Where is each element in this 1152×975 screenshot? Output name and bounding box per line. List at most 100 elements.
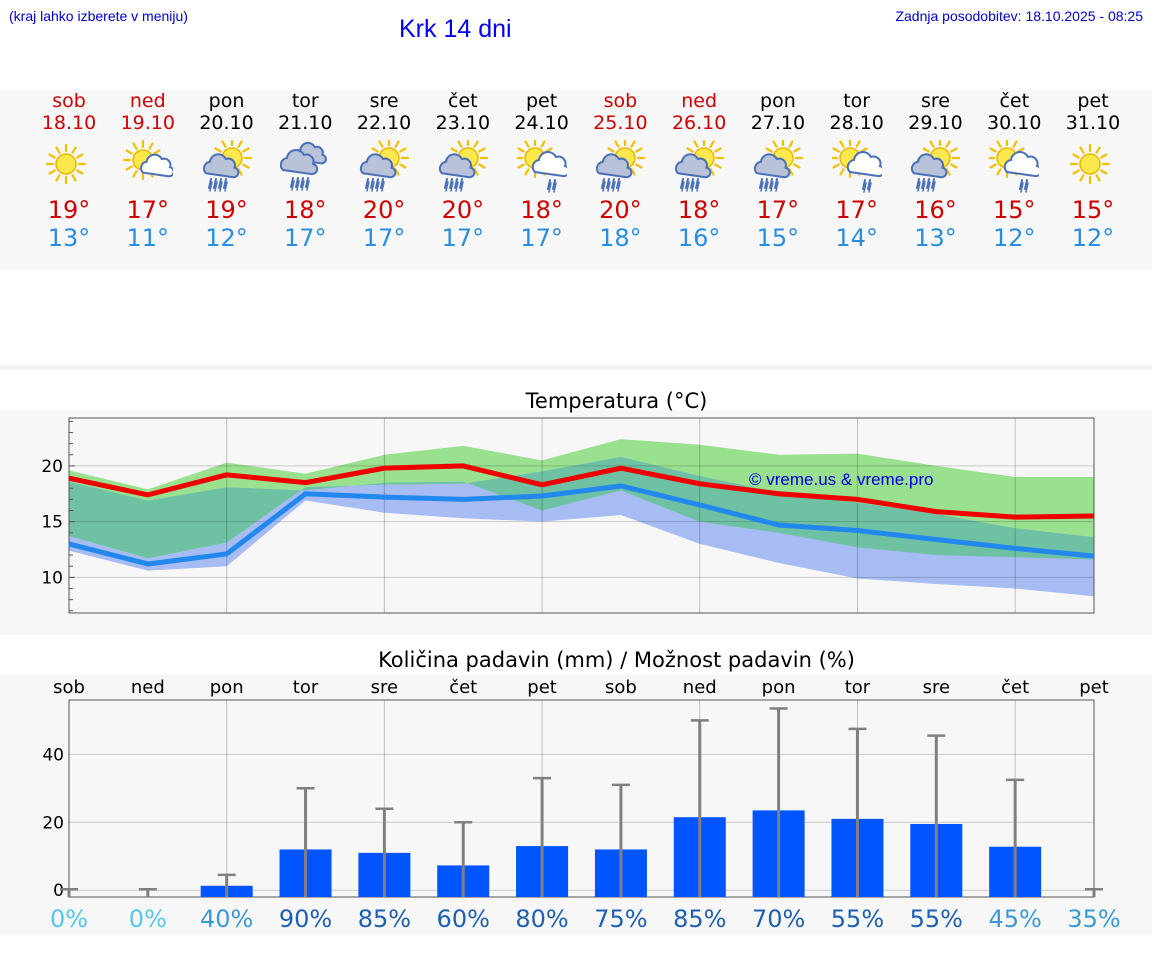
sun-ray xyxy=(839,140,845,148)
sun-cloud-shower-icon xyxy=(989,140,1040,193)
sun-ray xyxy=(478,163,486,169)
sun-ray xyxy=(236,168,243,176)
max-temperature: 16° xyxy=(914,196,957,224)
day-name: ned xyxy=(681,90,718,112)
precipitation-day-label: sob xyxy=(53,677,85,698)
rain-drop xyxy=(921,178,926,189)
sun-ray xyxy=(48,153,56,159)
sun-ray xyxy=(772,140,778,148)
day-date: 26.10 xyxy=(671,112,727,134)
day-forecast: pon 27.10 17° 15° xyxy=(738,90,818,252)
rain-drop xyxy=(770,181,774,192)
day-name: sob xyxy=(603,90,638,112)
sun-cloud-rain-icon xyxy=(202,140,252,192)
day-forecast: čet 23.10 20° 17° xyxy=(423,90,503,252)
rain-drop xyxy=(758,178,763,189)
sun-ray xyxy=(371,147,379,153)
rain-drop xyxy=(290,177,295,188)
max-temperature: 18° xyxy=(677,196,721,224)
rain-drop xyxy=(380,178,385,189)
sun-ray xyxy=(71,146,77,154)
cloud-shape xyxy=(202,153,239,179)
min-temperature-range xyxy=(69,457,1094,597)
precipitation-chance-label: 0% xyxy=(129,905,167,933)
precipitation-day-label: sob xyxy=(605,677,637,698)
min-temperature: 13° xyxy=(914,224,957,252)
rain-drop xyxy=(932,181,937,192)
precipitation-chance-label: 85% xyxy=(673,905,726,933)
max-temperature: 15° xyxy=(1071,196,1115,224)
day-date: 21.10 xyxy=(278,112,333,134)
rain-drop xyxy=(217,178,222,189)
sun-ray xyxy=(473,168,479,176)
sun-ray xyxy=(544,147,553,153)
rain-drop xyxy=(443,178,448,189)
sun-ray xyxy=(693,140,699,148)
day-date: 24.10 xyxy=(514,112,569,134)
rain-drop xyxy=(208,181,213,192)
sun-ray xyxy=(450,147,458,153)
max-temperature: 17° xyxy=(126,196,170,224)
page-title: Krk 14 dni xyxy=(399,15,512,43)
day-name: sre xyxy=(920,90,950,112)
min-temperature: 13° xyxy=(47,224,91,252)
max-temperature: 19° xyxy=(205,196,248,224)
day-forecast: tor 21.10 18° 17° xyxy=(265,90,345,252)
rain-drop xyxy=(455,181,459,192)
temperature-tick-label: 10 xyxy=(41,568,63,588)
sun-ray xyxy=(839,168,845,176)
day-forecast: sob 25.10 20° 18° xyxy=(580,90,660,252)
precipitation-day-label: sre xyxy=(923,677,950,698)
precipitation-chance-label: 75% xyxy=(594,905,647,933)
precipitation-frame xyxy=(68,699,1095,898)
precipitation-chance-label: 85% xyxy=(358,905,411,933)
rain-drop xyxy=(460,181,464,192)
max-temperature: 18° xyxy=(284,196,327,224)
sun-ray xyxy=(950,163,959,169)
rain-drop xyxy=(370,178,375,189)
sun-ray xyxy=(1079,146,1085,154)
rain-drop xyxy=(458,178,463,189)
cloud-shape xyxy=(846,151,882,178)
sun-ray xyxy=(922,147,931,153)
min-temperature: 14° xyxy=(835,224,878,252)
cloud-rain-icon xyxy=(280,141,328,191)
rain-drop xyxy=(606,178,611,189)
rain-drop xyxy=(212,178,217,189)
rain-drop xyxy=(602,181,607,192)
cloud-shape xyxy=(139,153,173,178)
last-updated: Zadnja posodobitev: 18.10.2025 - 08:25 xyxy=(895,8,1143,24)
precipitation-chance-label: 90% xyxy=(279,905,332,933)
rain-drop xyxy=(617,181,622,192)
sun-ray xyxy=(635,163,643,169)
sun-ray xyxy=(714,163,722,169)
max-temperature: 20° xyxy=(362,196,406,224)
rain-drop xyxy=(773,178,778,189)
sun-ray xyxy=(945,168,952,176)
divider xyxy=(0,365,1152,370)
rain-drop xyxy=(445,181,449,192)
rain-drop xyxy=(601,178,606,189)
sun-ray xyxy=(473,140,479,148)
sun-ray xyxy=(950,147,959,153)
sun-ray xyxy=(1012,140,1018,148)
sun-ray xyxy=(55,146,61,154)
rain-drop xyxy=(551,179,556,190)
sun-ray xyxy=(929,140,936,148)
max-temperature: 18° xyxy=(520,196,563,224)
rain-drop xyxy=(862,182,867,193)
sun-ray xyxy=(125,149,133,155)
rain-drop xyxy=(366,181,370,192)
sun-ray xyxy=(607,147,616,153)
day-name: tor xyxy=(843,90,871,112)
sun-ray xyxy=(125,165,133,171)
rain-drop xyxy=(763,178,768,189)
rain-drop xyxy=(365,178,370,189)
precipitation-chance-label: 55% xyxy=(910,905,963,933)
rain-drop xyxy=(611,178,616,189)
day-forecast: pet 24.10 18° 17° xyxy=(502,90,582,252)
day-date: 28.10 xyxy=(829,112,884,134)
sun-ray xyxy=(524,168,530,176)
max-temperature: 15° xyxy=(992,196,1036,224)
rain-drop xyxy=(680,178,685,189)
